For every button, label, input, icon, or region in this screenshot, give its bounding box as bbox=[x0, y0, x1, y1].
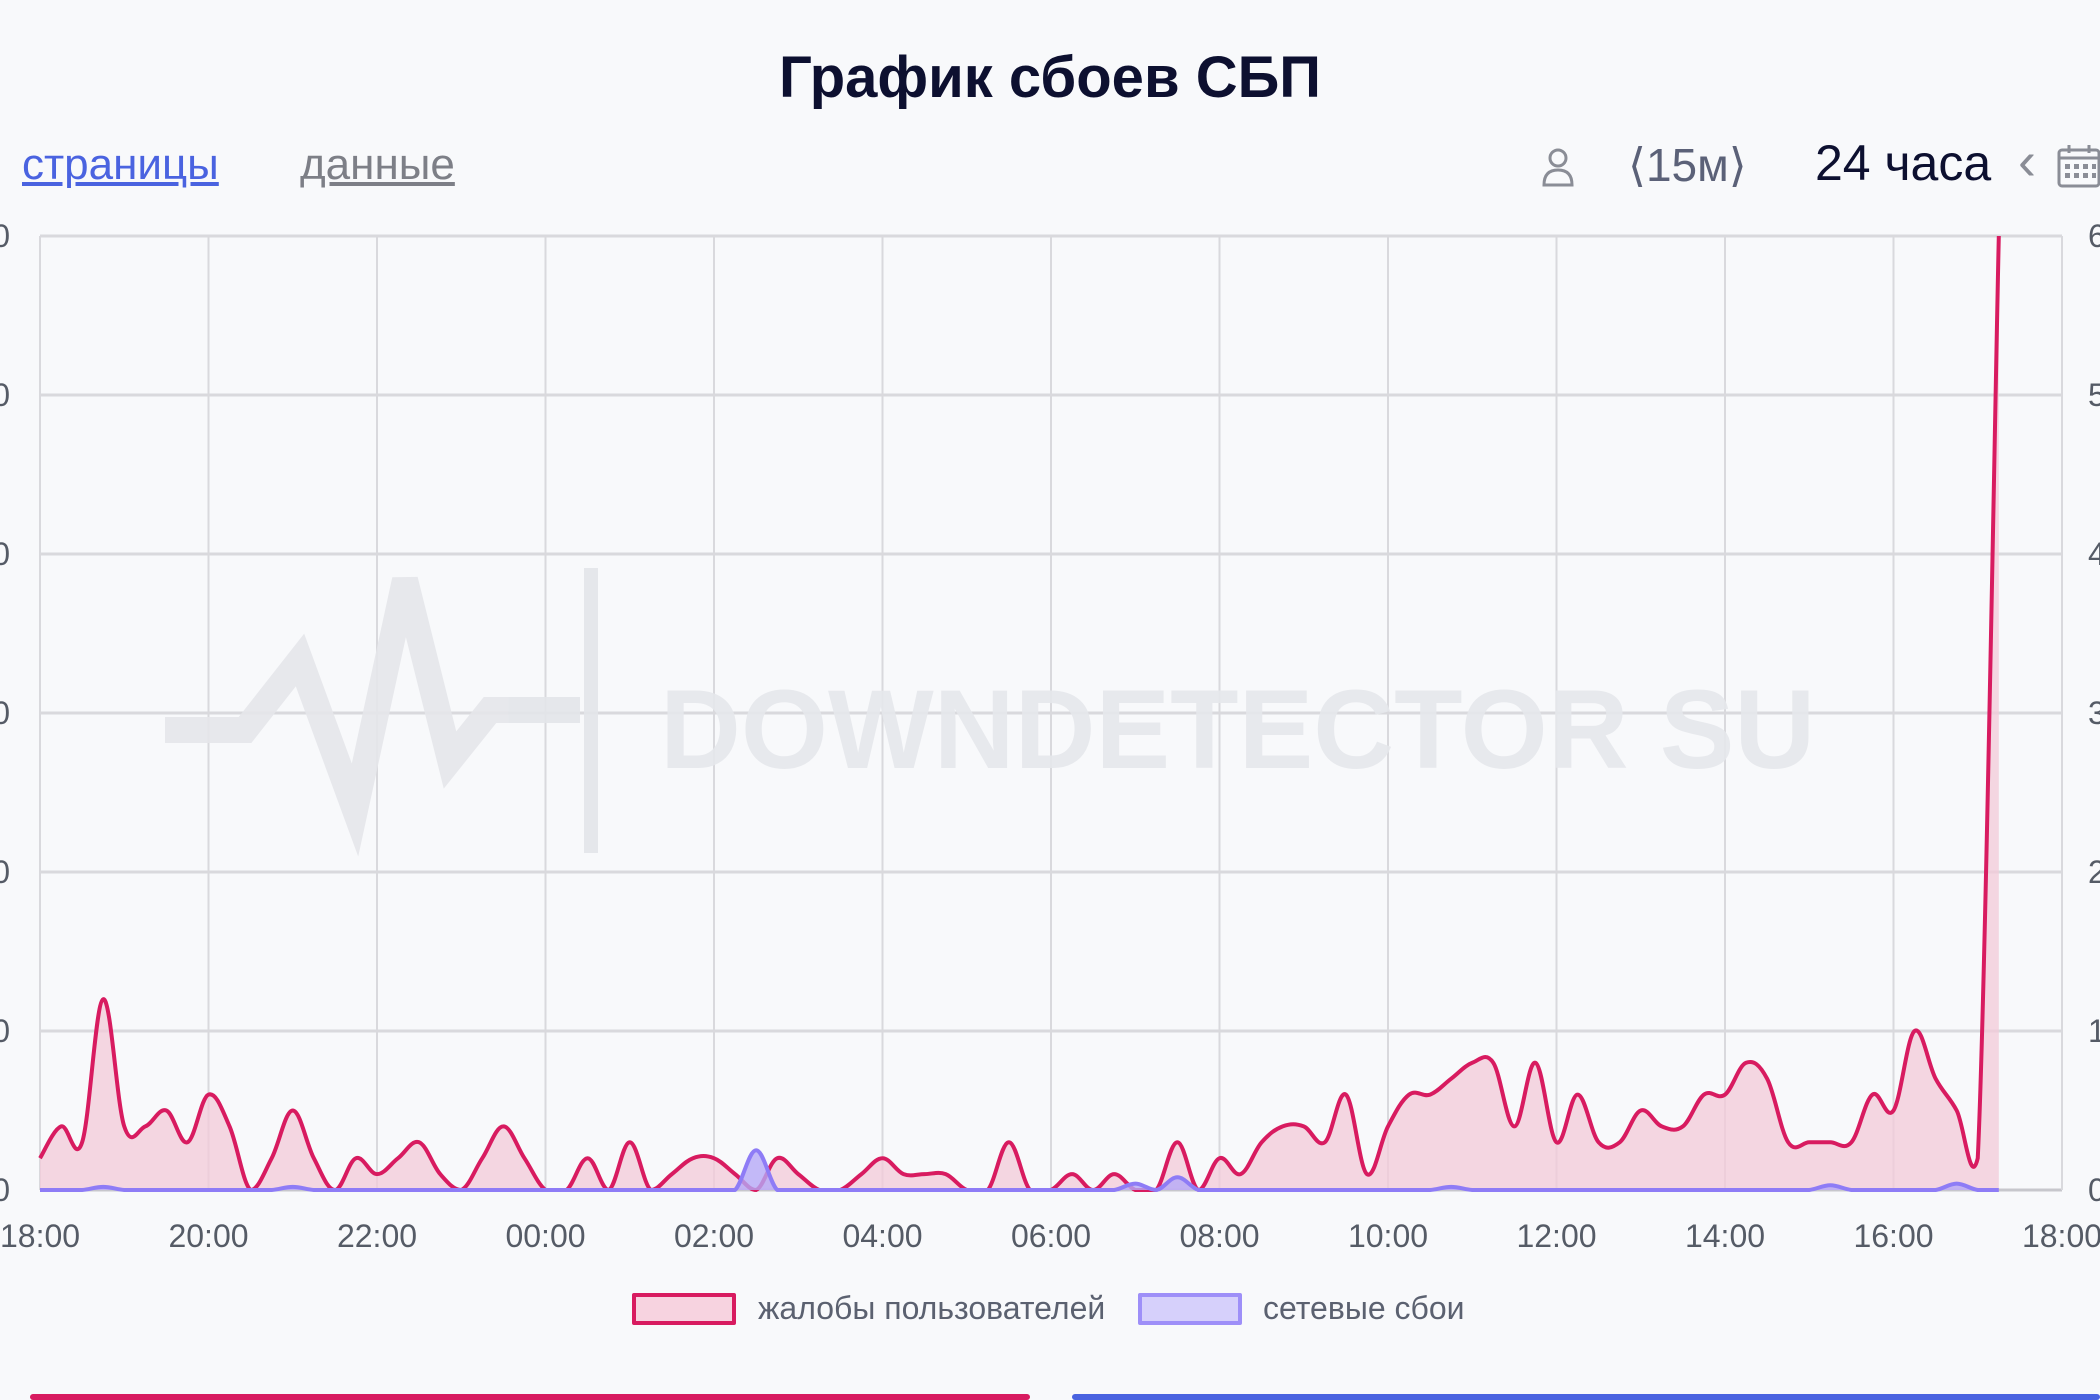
x-tick-label: 22:00 bbox=[337, 1218, 417, 1254]
y-tick-label-left: 0 bbox=[0, 536, 10, 572]
bottom-bar-right bbox=[1072, 1394, 2100, 1400]
watermark-logo bbox=[165, 576, 580, 857]
x-tick-label: 08:00 bbox=[1179, 1218, 1259, 1254]
y-tick-label-right: 5 bbox=[2088, 377, 2100, 413]
x-tick-label: 20:00 bbox=[168, 1218, 248, 1254]
bottom-bar-left bbox=[30, 1394, 1030, 1400]
y-tick-label-right: 6 bbox=[2088, 218, 2100, 254]
y-tick-label-left: 0 bbox=[0, 1013, 10, 1049]
x-tick-label: 16:00 bbox=[1853, 1218, 1933, 1254]
y-tick-label-left: 0 bbox=[0, 218, 10, 254]
x-tick-label: 04:00 bbox=[842, 1218, 922, 1254]
y-tick-label-left: 0 bbox=[0, 1172, 10, 1208]
legend-label-network[interactable]: сетевые сбои bbox=[1263, 1290, 1465, 1326]
x-tick-label: 02:00 bbox=[674, 1218, 754, 1254]
legend-swatch-network[interactable] bbox=[1138, 1293, 1242, 1325]
legend-swatch-complaints[interactable] bbox=[632, 1293, 736, 1325]
y-tick-label-right: 2 bbox=[2088, 854, 2100, 890]
x-tick-label: 10:00 bbox=[1348, 1218, 1428, 1254]
y-tick-label-left: 0 bbox=[0, 854, 10, 890]
interval-selector[interactable]: ⟨15м⟩ bbox=[1628, 139, 1747, 191]
series-network-line bbox=[40, 1148, 1999, 1192]
x-tick-label: 18:00 bbox=[2022, 1218, 2100, 1254]
watermark-text: DOWNDETECTOR SU bbox=[660, 667, 1815, 792]
range-label: 24 часа bbox=[1815, 135, 1992, 191]
legend-label-complaints[interactable]: жалобы пользователей bbox=[758, 1290, 1106, 1326]
x-tick-label: 12:00 bbox=[1516, 1218, 1596, 1254]
page-title: График сбоев СБП bbox=[779, 45, 1321, 110]
watermark: DOWNDETECTOR SU bbox=[165, 568, 1815, 857]
x-tick-label: 18:00 bbox=[0, 1218, 80, 1254]
x-tick-label: 14:00 bbox=[1685, 1218, 1765, 1254]
y-tick-label-right: 1 bbox=[2088, 1013, 2100, 1049]
x-tick-label: 06:00 bbox=[1011, 1218, 1091, 1254]
y-tick-label-right: 4 bbox=[2088, 536, 2100, 572]
tab-data[interactable]: данные bbox=[300, 140, 455, 189]
y-tick-label-left: 0 bbox=[0, 695, 10, 731]
x-tick-label: 00:00 bbox=[505, 1218, 585, 1254]
tab-pages[interactable]: страницы bbox=[22, 140, 219, 189]
y-tick-label-left: 0 bbox=[0, 377, 10, 413]
y-tick-label-right: 0 bbox=[2088, 1172, 2100, 1208]
calendar-icon[interactable] bbox=[2056, 143, 2100, 189]
y-tick-label-right: 3 bbox=[2088, 695, 2100, 731]
chevron-left-icon[interactable]: ‹ bbox=[2018, 131, 2036, 191]
outage-chart: DOWNDETECTOR SU 0 0 0 1 0 2 0 3 0 4 0 5 0 6 18:00 20:00… bbox=[0, 218, 2100, 1254]
user-icon[interactable] bbox=[1540, 145, 1576, 189]
